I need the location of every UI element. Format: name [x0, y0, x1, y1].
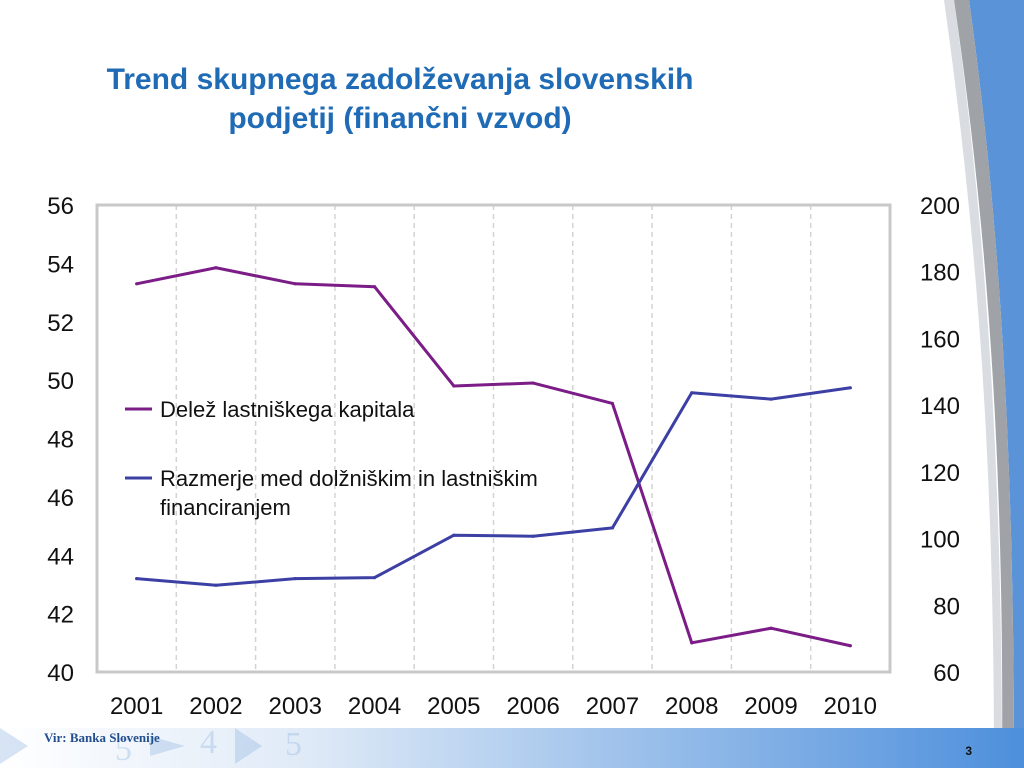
y-right-tick-label: 100	[920, 527, 960, 554]
series-0-point	[372, 285, 377, 289]
y-left-tick-label: 50	[47, 368, 74, 395]
legend-label-0: Delež lastniškega kapitala	[160, 397, 415, 422]
x-tick-label: 2009	[744, 693, 797, 720]
series-1-point	[293, 577, 297, 581]
x-tick-label: 2007	[586, 693, 639, 720]
y-right-tick-label: 140	[920, 393, 960, 420]
page-number: 3	[965, 744, 972, 758]
legend-label-1: Razmerje med dolžniškim in lastniškim fin…	[160, 466, 538, 520]
series-1-point	[452, 533, 456, 537]
slide-footer-band	[0, 728, 1024, 768]
y-left-tick-label: 48	[47, 427, 74, 454]
series-1-point	[372, 575, 377, 580]
x-tick-label: 2008	[665, 693, 718, 720]
background-digits-watermark: 5 4 5	[0, 724, 302, 768]
series-1-point	[531, 534, 535, 538]
series-line-0	[136, 266, 851, 648]
x-tick-label: 2001	[110, 693, 163, 720]
series-1-point	[135, 577, 139, 581]
watermark-digit-2: 5	[285, 726, 302, 763]
series-0-point	[610, 401, 615, 406]
x-tick-label: 2006	[506, 693, 559, 720]
series-1-point	[769, 397, 773, 401]
y-right-tick-label: 60	[933, 660, 960, 687]
y-right-tick-label: 80	[933, 593, 960, 620]
watermark-digit-0: 5	[115, 731, 132, 768]
series-0-point	[452, 384, 456, 388]
series-0-point	[848, 644, 852, 648]
series-0-point	[769, 626, 773, 630]
y-right-tick-label: 180	[920, 260, 960, 287]
y-left-tick-label: 52	[47, 310, 74, 337]
series-0-point	[531, 381, 535, 385]
watermark-digit-1: 4	[200, 724, 217, 761]
x-tick-label: 2002	[189, 693, 242, 720]
series-1-point	[848, 386, 852, 390]
x-tick-label: 2003	[269, 693, 322, 720]
source-note: Vir: Banka Slovenije	[44, 730, 160, 745]
series-1-point	[690, 391, 694, 395]
series-0-point	[214, 266, 218, 270]
y-left-tick-label: 56	[47, 193, 74, 220]
series-0-point	[135, 282, 139, 286]
x-tick-label: 2004	[348, 693, 401, 720]
series-line-1	[136, 386, 851, 587]
y-right-tick-label: 120	[920, 460, 960, 487]
plot-frame	[95, 203, 892, 674]
y-right-tick-label: 200	[920, 193, 960, 220]
y-right-tick-label: 160	[920, 326, 960, 353]
y-left-tick-label: 44	[47, 543, 74, 570]
y-left-tick-label: 42	[47, 602, 74, 629]
x-tick-label: 2005	[427, 693, 480, 720]
series-1-point	[214, 583, 218, 587]
series-0-point	[293, 282, 297, 286]
x-tick-label: 2010	[824, 693, 877, 720]
series-0-point	[690, 641, 694, 645]
y-left-tick-label: 54	[47, 251, 74, 278]
leverage-chart: 40 42 44 46 48 50 52 54 56 60 80 100 120 140 160 180 200…	[47, 193, 960, 720]
y-left-tick-label: 40	[47, 660, 74, 687]
series-1-point	[610, 526, 615, 530]
slide-title: Trend skupnega zadolževanja slovenskih p…	[106, 63, 694, 135]
y-left-tick-label: 46	[47, 485, 74, 512]
